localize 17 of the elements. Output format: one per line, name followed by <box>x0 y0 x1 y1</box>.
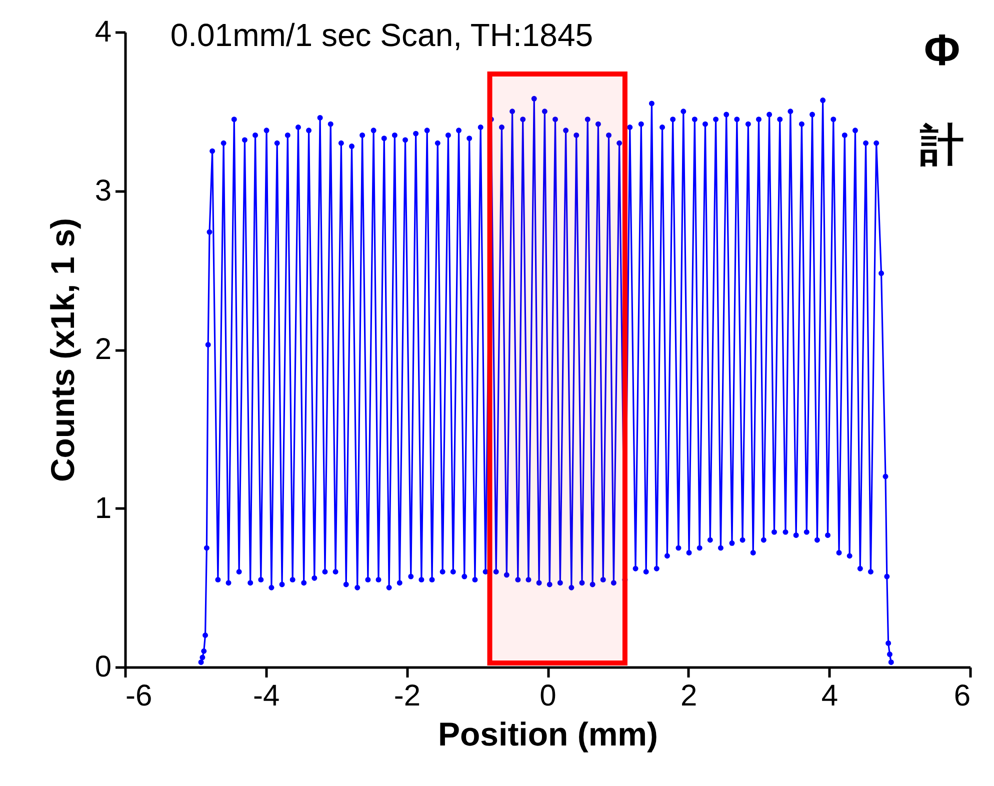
y-tick-label: 0 <box>94 650 112 684</box>
annotation: 計 <box>919 121 964 170</box>
y-tick-label: 3 <box>94 174 112 208</box>
x-tick-label: 2 <box>680 680 698 712</box>
x-tick-label: -4 <box>252 680 280 712</box>
x-tick-label: 6 <box>954 680 970 712</box>
y-tick-label: 1 <box>94 492 112 525</box>
y-tick-label: 4 <box>94 16 112 48</box>
x-tick-label: -2 <box>394 680 421 712</box>
y-tick-label: 2 <box>94 333 112 366</box>
chart-title: 0.01mm/1 sec Scan, TH:1845 <box>170 17 594 53</box>
x-tick-label: 0 <box>540 680 556 712</box>
annotation: Φ <box>924 26 960 75</box>
x-tick-label: -6 <box>126 680 152 712</box>
x-tick-label: 4 <box>821 680 838 712</box>
x-axis-title: Position (mm) <box>438 716 658 752</box>
y-axis-title: Counts (x1k, 1 s) <box>44 218 81 482</box>
